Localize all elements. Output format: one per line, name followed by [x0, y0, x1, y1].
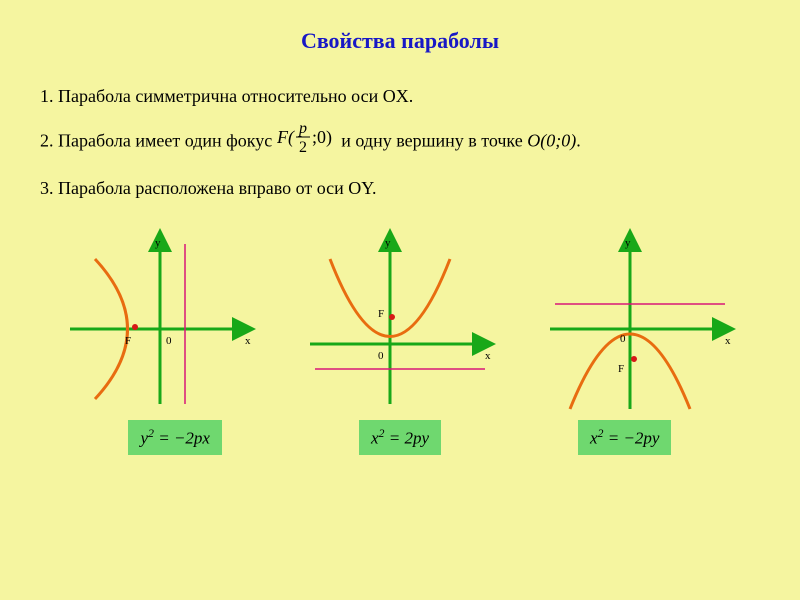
equation-1: y2 = −2px	[128, 420, 222, 455]
eq1-var: y	[140, 429, 148, 448]
property-2-mid: и одну вершину в точке	[341, 130, 527, 150]
property-2-origin: O(0;0)	[527, 130, 576, 150]
y-axis-label: y	[155, 237, 161, 249]
page-title: Свойства параболы	[0, 0, 800, 54]
focus-label: F	[125, 335, 131, 347]
origin-label: 0	[166, 335, 172, 347]
property-2-prefix: 2. Парабола имеет один фокус	[40, 130, 277, 150]
property-1: 1. Парабола симметрична относительно оси…	[40, 82, 760, 111]
eq2-rhs: = 2py	[384, 429, 429, 448]
origin-label: 0	[378, 350, 384, 362]
svg-text:;0): ;0)	[312, 127, 332, 148]
properties-list: 1. Парабола симметрична относительно оси…	[40, 82, 760, 202]
focus-label: F	[378, 308, 384, 320]
diagram-2: y x 0 F	[300, 214, 500, 414]
equation-2: x2 = 2py	[359, 420, 441, 455]
property-2: 2. Парабола имеет один фокус F( p 2 ;0) …	[40, 117, 760, 168]
diagrams-row: y x 0 F y x 0 F	[0, 214, 800, 414]
equation-3: x2 = −2py	[578, 420, 672, 455]
focus-point	[389, 314, 395, 320]
eq3-var: x	[590, 429, 598, 448]
diagram-1: y x 0 F	[60, 214, 260, 414]
y-axis-label: y	[385, 237, 391, 249]
focus-formula-suffix: ;0)	[312, 127, 332, 148]
eq2-var: x	[371, 429, 379, 448]
property-3: 3. Парабола расположена вправо от оси OY…	[40, 174, 760, 203]
x-axis-label: x	[245, 335, 251, 347]
focus-formula: F( p 2 ;0)	[277, 117, 337, 168]
focus-point	[132, 324, 138, 330]
svg-text:F(: F(	[277, 127, 295, 148]
x-axis-label: x	[725, 335, 731, 347]
focus-label: F	[618, 363, 624, 375]
equations-row: y2 = −2px x2 = 2py x2 = −2py	[0, 420, 800, 455]
property-2-suffix: .	[576, 130, 581, 150]
y-axis-label: y	[625, 237, 631, 249]
origin-label: 0	[620, 333, 626, 345]
focus-point	[631, 356, 637, 362]
focus-formula-num: p	[298, 120, 307, 137]
x-axis-label: x	[485, 350, 491, 362]
focus-formula-den: 2	[299, 139, 307, 156]
diagram-3: y x 0 F	[540, 214, 740, 414]
eq3-rhs: = −2py	[603, 429, 659, 448]
eq1-rhs: = −2px	[154, 429, 210, 448]
focus-formula-F: F(	[277, 127, 295, 148]
